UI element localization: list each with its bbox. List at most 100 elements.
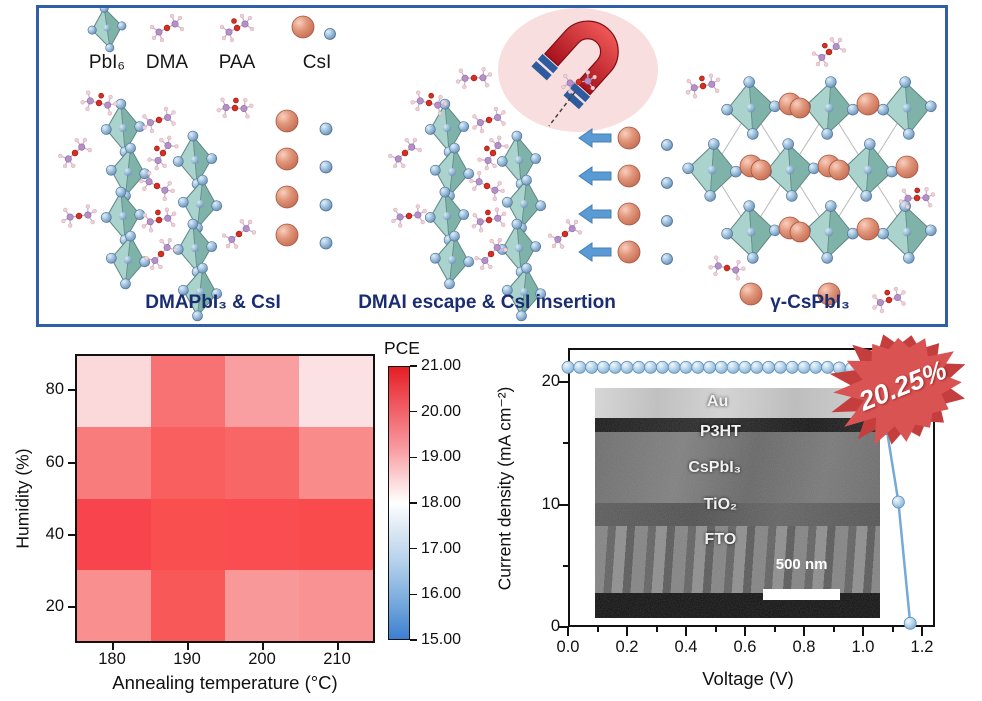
- dma-molecule: [708, 255, 746, 281]
- axis-minor-tick: [655, 627, 658, 632]
- dma-molecule: [561, 70, 597, 94]
- pbi6-octahedron: [172, 218, 218, 278]
- dma-molecule: [61, 204, 97, 228]
- colorbar-tick-label: 21.00: [421, 357, 462, 374]
- jv-data-point: [726, 360, 740, 374]
- cesium-ion: [789, 221, 811, 243]
- pbi6-octahedron: [760, 138, 820, 202]
- legend-label-pbi6: PbI₆: [88, 52, 126, 73]
- cesium-ion: [275, 223, 299, 247]
- jv-x-tick: 0.8: [792, 638, 816, 656]
- axis-tick: [261, 643, 264, 650]
- pbi6-octahedron: [877, 200, 937, 264]
- jv-data-point: [762, 360, 776, 374]
- pbi6-octahedron: [496, 130, 542, 190]
- paa-molecule: [410, 90, 448, 116]
- axis-tick: [111, 643, 114, 650]
- cesium-ion: [291, 15, 315, 39]
- axis-tick: [186, 643, 189, 650]
- mechanism-panel: PbI₆ DMA PAA CsI DMAPbI₃ & CsI DMAI esca…: [36, 5, 948, 327]
- iodide-ion: [319, 198, 333, 212]
- pbi6-octahedron: [87, 8, 127, 53]
- sem-label-fto: FTO: [704, 530, 737, 548]
- dma-molecule: [391, 204, 427, 228]
- iodide-ion: [319, 160, 333, 174]
- sem-scale-bar: [763, 589, 841, 600]
- jv-data-point: [679, 360, 693, 374]
- axis-tick: [68, 462, 75, 464]
- sem-grain-texture: [595, 388, 880, 618]
- jv-data-point: [691, 360, 705, 374]
- sem-label-au: Au: [706, 392, 729, 410]
- pbi6-octahedron: [799, 200, 859, 264]
- heatmap-cell: [77, 427, 151, 499]
- cesium-ion: [617, 126, 641, 150]
- cesium-ion: [275, 147, 299, 171]
- axis-minor-tick: [773, 627, 776, 632]
- axis-tick: [567, 627, 569, 636]
- jv-data-point: [797, 360, 811, 374]
- pbi6-octahedron: [501, 174, 547, 234]
- cesium-ion: [817, 282, 841, 306]
- dma-molecule: [221, 219, 257, 249]
- axis-tick: [68, 606, 75, 608]
- legend-label-paa: PAA: [218, 52, 256, 73]
- paa-molecule: [872, 286, 906, 314]
- dma-molecule: [144, 238, 178, 270]
- iodide-ion: [319, 122, 333, 136]
- jv-x-tick: 0.4: [674, 638, 698, 656]
- heatmap-x-tick: 190: [173, 650, 201, 668]
- axis-tick: [410, 456, 417, 459]
- axis-tick: [559, 381, 568, 383]
- axis-minor-tick: [596, 627, 599, 632]
- heatmap-x-tick: 180: [98, 650, 126, 668]
- jv-y-tick: 20: [541, 372, 560, 390]
- cesium-ion: [828, 159, 850, 181]
- pbi6-octahedron: [682, 138, 742, 202]
- pbi6-octahedron: [424, 186, 470, 246]
- heatmap-cell: [77, 356, 151, 428]
- dma-molecule: [139, 170, 175, 202]
- paa-molecule: [147, 135, 179, 171]
- cesium-ion: [739, 282, 763, 306]
- starburst-icon: [829, 334, 966, 445]
- jv-curve: [561, 360, 917, 630]
- pbi6-octahedron: [877, 76, 937, 140]
- axis-tick: [68, 389, 75, 391]
- axis-minor-tick: [891, 627, 894, 632]
- axis-tick: [410, 365, 417, 367]
- heatmap-y-tick: 40: [45, 525, 64, 543]
- cesium-ion: [275, 185, 299, 209]
- iodide-ion: [661, 177, 673, 189]
- dma-molecule: [474, 238, 508, 270]
- iodide-ion: [661, 215, 673, 227]
- jv-x-tick: 1.2: [910, 638, 934, 656]
- pbi6-octahedron: [172, 130, 218, 190]
- cesium-ion: [856, 92, 880, 116]
- pbi6-octahedron: [177, 174, 223, 234]
- colorbar-tick-label: 17.00: [421, 539, 462, 557]
- axis-tick: [862, 627, 864, 636]
- legend-label-csi: CsI: [302, 52, 332, 73]
- paa-molecule: [216, 97, 254, 119]
- pce-heatmap: [75, 354, 375, 643]
- colorbar-tick-label: 20.00: [421, 402, 462, 420]
- dma-molecule: [388, 137, 422, 169]
- jv-x-tick: 0.0: [556, 638, 580, 656]
- paa-molecule: [219, 13, 255, 43]
- sem-label-tio2: TiO₂: [703, 496, 738, 514]
- heatmap-cell: [225, 427, 299, 499]
- jv-data-point: [703, 360, 717, 374]
- axis-tick: [626, 627, 628, 636]
- jv-y-tick: 10: [541, 494, 560, 513]
- heatmap-x-tick: 210: [323, 650, 351, 668]
- jv-data-point: [714, 360, 728, 374]
- iodide-ion: [324, 28, 336, 40]
- jv-x-tick: 1.0: [851, 638, 875, 656]
- magnet-icon: [531, 20, 619, 110]
- axis-tick: [685, 627, 687, 636]
- sem-cross-section-inset: Au P3HT CsPbI₃ TiO₂ FTO 500 nm: [595, 388, 880, 618]
- heatmap-cell: [299, 569, 373, 641]
- axis-minor-tick: [714, 627, 717, 632]
- jv-data-point: [585, 360, 599, 374]
